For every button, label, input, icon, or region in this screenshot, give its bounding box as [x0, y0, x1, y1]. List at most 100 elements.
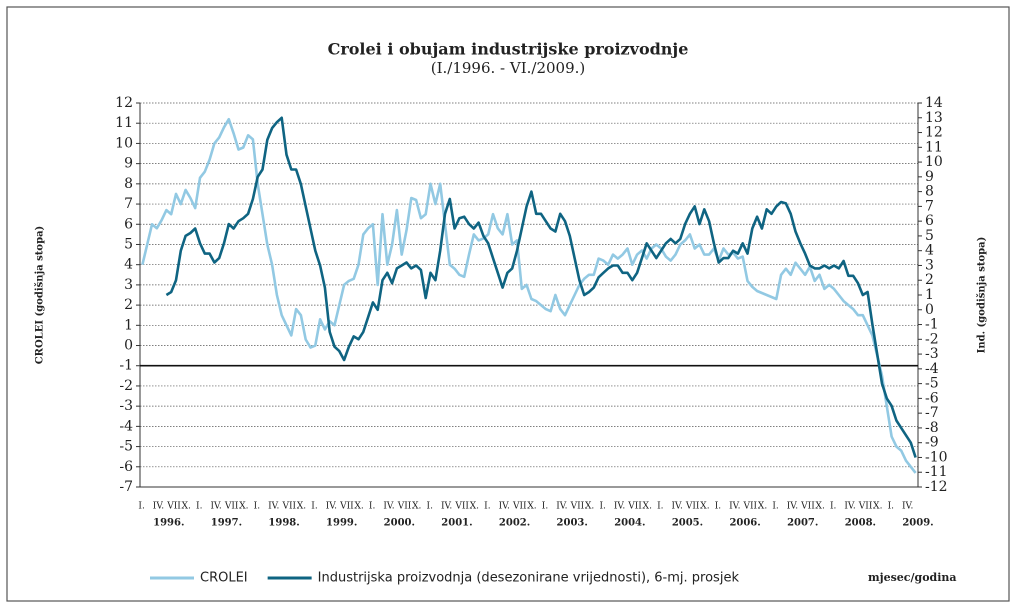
y-tick-label: 3: [124, 277, 133, 293]
year-label: 1996.: [153, 518, 184, 529]
x-tick-label: VII.: [800, 502, 818, 512]
x-tick-label: VII.: [339, 502, 357, 512]
series-line: [165, 116, 917, 458]
x-tick-label: IV.: [844, 502, 855, 512]
y2-tick-label: -3: [925, 346, 939, 362]
y2-tick-label: 5: [925, 228, 934, 244]
legend-label: CROLEI: [200, 571, 248, 586]
x-axis-label: mjesec/godina: [868, 571, 957, 584]
series-line: [141, 117, 917, 474]
y-axis-label: CROLEI (godišnja stopa): [35, 226, 46, 365]
y-tick-label: -2: [119, 378, 133, 394]
x-tick-label: I.: [599, 502, 606, 512]
y-tick-label: 2: [124, 297, 133, 313]
y2-tick-label: 8: [925, 184, 934, 200]
y-tick-label: -5: [119, 439, 133, 455]
year-label: 2002.: [499, 518, 530, 529]
legend-label: Industrijska proizvodnja (desezonirane v…: [318, 571, 740, 586]
x-tick-label: I.: [657, 502, 664, 512]
x-tick-label: IV.: [210, 502, 221, 512]
x-tick-label: X.: [700, 502, 709, 512]
x-tick-label: I.: [254, 502, 261, 512]
x-tick-label: IV.: [902, 502, 913, 512]
year-label: 1997.: [211, 518, 242, 529]
y-tick-label: -4: [119, 418, 133, 434]
year-label: 2007.: [787, 518, 818, 529]
x-tick-label: VII.: [743, 502, 761, 512]
x-tick-label: I.: [542, 502, 549, 512]
y2-tick-label: -4: [925, 361, 939, 377]
x-tick-label: I.: [830, 502, 837, 512]
y-tick-label: 0: [124, 338, 133, 354]
y-tick-label: -6: [119, 459, 133, 475]
year-label: 2009.: [902, 518, 933, 529]
y-tick-label: -7: [119, 479, 133, 495]
x-tick-label: I.: [427, 502, 434, 512]
x-tick-label: I.: [715, 502, 722, 512]
y2-tick-label: 14: [925, 95, 943, 111]
frame: [6, 6, 1010, 602]
x-tick-label: X.: [182, 502, 191, 512]
y2-tick-label: 6: [925, 213, 934, 229]
y2-tick-label: 3: [925, 257, 934, 273]
x-tick-label: X.: [816, 502, 825, 512]
x-tick-label: I.: [888, 502, 895, 512]
y2-tick-label: 0: [925, 302, 934, 318]
y-tick-label: 12: [115, 95, 133, 111]
x-tick-label: I.: [138, 502, 145, 512]
x-tick-label: I.: [196, 502, 203, 512]
y2-tick-label: 4: [925, 243, 934, 259]
y-tick-label: 10: [115, 135, 133, 151]
y-tick-label: 1: [124, 317, 133, 333]
year-label: 2001.: [441, 518, 472, 529]
y-tick-label: 9: [124, 156, 133, 172]
x-tick-label: VII.: [166, 502, 184, 512]
y2-tick-label: 11: [925, 139, 943, 155]
x-tick-label: X.: [758, 502, 767, 512]
y2-tick-label: -6: [925, 390, 939, 406]
x-tick-label: IV.: [499, 502, 510, 512]
x-tick-label: X.: [585, 502, 594, 512]
y-tick-label: 6: [124, 216, 133, 232]
x-tick-label: I.: [369, 502, 376, 512]
year-label: 1998.: [268, 518, 299, 529]
year-label: 2008.: [845, 518, 876, 529]
x-tick-label: VII.: [858, 502, 876, 512]
x-tick-label: VII.: [454, 502, 472, 512]
x-tick-label: X.: [527, 502, 536, 512]
x-tick-label: VII.: [627, 502, 645, 512]
year-label: 2000.: [384, 518, 415, 529]
x-tick-label: VII.: [685, 502, 703, 512]
x-tick-label: I.: [311, 502, 318, 512]
x-tick-label: IV.: [556, 502, 567, 512]
x-tick-label: X.: [412, 502, 421, 512]
x-tick-label: X.: [643, 502, 652, 512]
y-tick-label: 5: [124, 236, 133, 252]
chart-title: Crolei i obujam industrijske proizvodnje: [328, 40, 689, 59]
y2-tick-label: -2: [925, 331, 939, 347]
y-tick-label: 11: [115, 115, 133, 131]
chart-subtitle: (I./1996. - VI./2009.): [431, 59, 586, 77]
x-tick-label: IV.: [787, 502, 798, 512]
x-tick-label: I.: [484, 502, 491, 512]
x-tick-label: IV.: [268, 502, 279, 512]
y2-tick-label: -5: [925, 376, 939, 392]
y-tick-label: -1: [119, 358, 133, 374]
y2-axis-label: Ind. (godišnja stopa): [977, 237, 988, 354]
x-tick-label: IV.: [729, 502, 740, 512]
x-tick-label: X.: [355, 502, 364, 512]
x-tick-label: VII.: [281, 502, 299, 512]
year-label: 2003.: [557, 518, 588, 529]
y2-tick-label: -1: [925, 317, 939, 333]
x-tick-label: X.: [297, 502, 306, 512]
y2-tick-label: -9: [925, 435, 939, 451]
y2-tick-label: -8: [925, 420, 939, 436]
x-tick-label: IV.: [153, 502, 164, 512]
x-tick-label: IV.: [614, 502, 625, 512]
x-tick-label: IV.: [441, 502, 452, 512]
y2-tick-label: -7: [925, 405, 939, 421]
year-label: 2006.: [729, 518, 760, 529]
y2-tick-label: -11: [925, 464, 948, 480]
x-tick-label: IV.: [383, 502, 394, 512]
x-tick-label: I.: [772, 502, 779, 512]
